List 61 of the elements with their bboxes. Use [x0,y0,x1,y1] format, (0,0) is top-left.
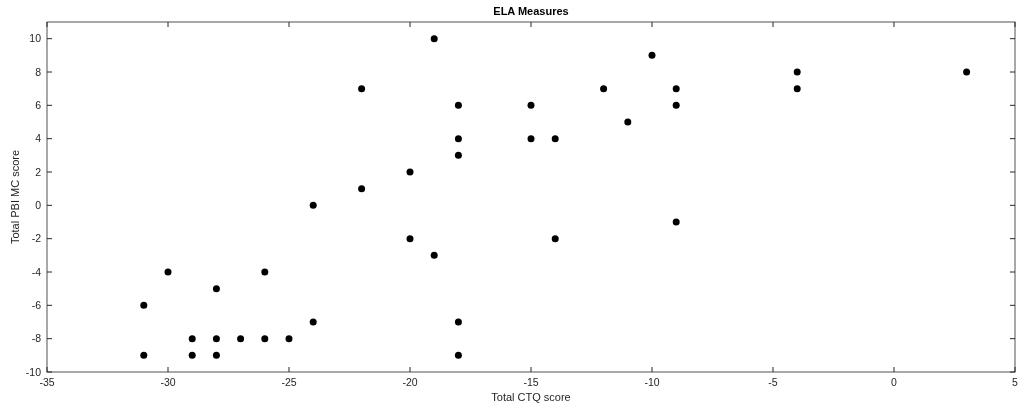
y-tick-label: -10 [25,365,42,378]
y-tick-label: 10 [29,32,42,45]
point [454,351,462,359]
point [672,85,680,93]
point [140,351,148,359]
chart-title: ELA Measures [493,5,569,17]
y-tick-label: 0 [35,198,42,211]
point [309,201,317,209]
x-tick-label: -10 [644,376,660,388]
y-tick-label: -2 [31,232,42,245]
point [527,135,535,143]
point [430,251,438,259]
point [624,118,632,126]
x-tick-label: -35 [39,376,55,388]
point [188,351,196,359]
point [430,35,438,43]
point [793,85,801,93]
point [527,101,535,109]
point [454,101,462,109]
point [793,68,801,76]
x-tick-label: -20 [402,376,418,388]
x-tick-label: -30 [160,376,176,388]
point [358,185,366,193]
point [963,68,971,76]
x-tick-label: -15 [523,376,539,388]
point [261,335,269,343]
y-tick-label: -4 [31,265,42,278]
x-tick-label: 5 [1012,376,1018,388]
x-tick-label: -5 [768,376,778,388]
point [600,85,608,93]
point [358,85,366,93]
point [406,235,414,243]
point [285,335,293,343]
point [309,318,317,326]
point [261,268,269,276]
point [164,268,172,276]
point [648,51,656,59]
point [212,351,220,359]
y-tick-label: 6 [35,98,42,111]
point [551,235,559,243]
point [551,135,559,143]
y-tick-label: 2 [35,165,42,178]
y-tick-label: -8 [31,332,42,345]
y-axis-title: Total PBI MC score [9,149,21,245]
y-tick-label: 8 [35,65,42,78]
y-tick-label: -6 [31,298,42,311]
point [237,335,245,343]
point [672,101,680,109]
y-tick-label: 4 [35,132,42,145]
x-tick-label: 0 [891,376,898,388]
point [454,151,462,159]
point [212,335,220,343]
point [406,168,414,176]
point [672,218,680,226]
point [454,135,462,143]
point [140,301,148,309]
x-tick-label: -25 [281,376,297,388]
point [454,318,462,326]
point [212,285,220,293]
point [188,335,196,343]
x-axis-title: Total CTQ score [491,391,571,403]
